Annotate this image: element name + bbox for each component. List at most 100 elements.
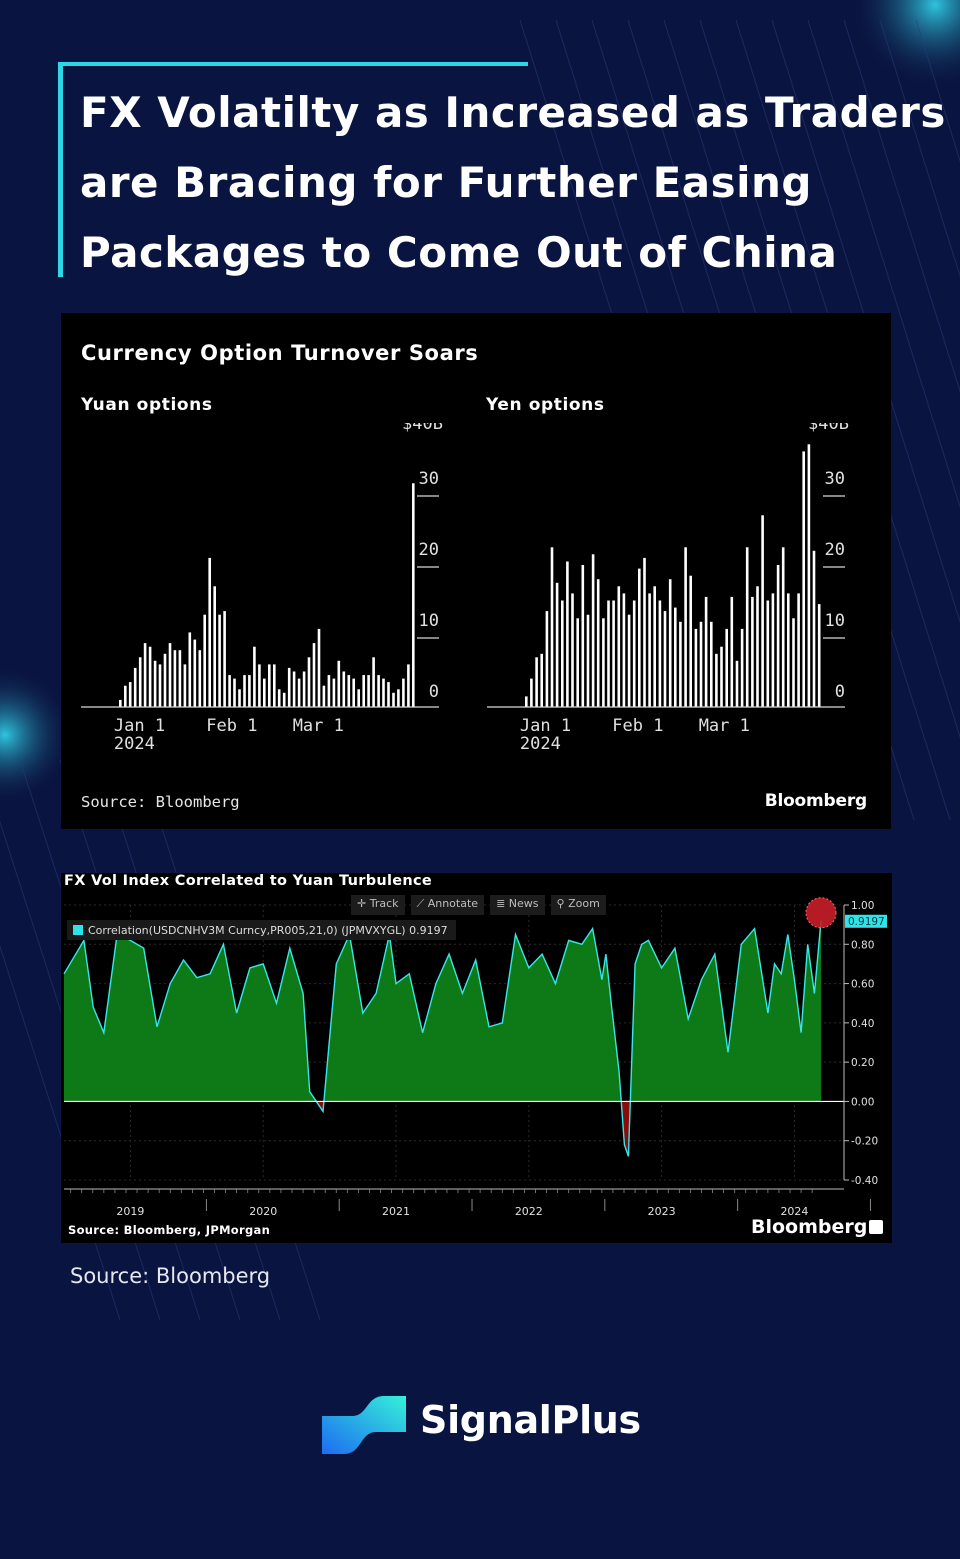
- yen-bar: [807, 444, 811, 707]
- yen-ytick-label: $40B: [808, 423, 849, 434]
- corr-xtick-label: 2019: [116, 1205, 144, 1215]
- yen-bar: [612, 600, 615, 707]
- yen-bar: [720, 646, 723, 707]
- yuan-bar: [228, 675, 231, 707]
- corr-xtick-label: 2023: [648, 1205, 676, 1215]
- yuan-bar: [277, 689, 281, 708]
- legend-label: Correlation(USDCNHV3M Curncy,PR005,21,0)…: [88, 923, 448, 937]
- yen-bar: [571, 593, 574, 707]
- yuan-bar: [297, 678, 301, 707]
- yen-bar: [648, 593, 651, 707]
- yuan-bar: [282, 692, 286, 707]
- yuan-xtick-label: Feb 1: [206, 716, 257, 736]
- corr-xtick-label: 2022: [515, 1205, 543, 1215]
- chart-title: Currency Option Turnover Soars: [81, 341, 479, 365]
- yuan-xtick-year: 2024: [114, 734, 155, 754]
- yen-bar: [627, 614, 631, 707]
- annotate-label: Annotate: [427, 897, 479, 910]
- yuan-bar: [352, 678, 355, 707]
- headline-line-1: FX Volatilty as Increased as Traders: [80, 88, 946, 137]
- yen-bar: [643, 557, 646, 707]
- yen-bar: [561, 600, 564, 707]
- yen-ytick-label: 20: [825, 540, 845, 560]
- yuan-ytick-label: 0: [429, 682, 439, 702]
- yuan-bar: [392, 692, 395, 707]
- zoom-button[interactable]: ⚲ Zoom: [550, 895, 606, 915]
- yuan-bar: [317, 628, 321, 707]
- yuan-xtick-label: Jan 1: [114, 716, 165, 736]
- yuan-bar: [143, 643, 147, 707]
- signalplus-logo-icon: [322, 1396, 406, 1454]
- title-accent-border: [58, 62, 63, 277]
- yuan-bar: [327, 675, 331, 707]
- yuan-bar: [342, 671, 346, 707]
- glow-top-right: [850, 0, 960, 90]
- news-button[interactable]: ≣ News: [490, 895, 545, 915]
- yuan-bar: [312, 643, 316, 707]
- yuan-bar: [128, 682, 132, 707]
- yuan-bar: [188, 632, 192, 707]
- yen-bar: [591, 554, 595, 707]
- last-value-highlight: [806, 897, 836, 928]
- yen-bar: [725, 628, 728, 707]
- yen-bar: [781, 547, 785, 708]
- yen-bar: [581, 565, 585, 707]
- yuan-bar: [223, 611, 226, 707]
- yen-bar: [710, 621, 713, 707]
- yen-bar: [802, 451, 805, 707]
- footer-source: Source: Bloomberg: [70, 1264, 271, 1288]
- yen-ytick-label: 0: [835, 682, 845, 702]
- news-label: News: [508, 897, 539, 910]
- yuan-bar: [357, 689, 360, 708]
- headline-line-3: Packages to Come Out of China: [80, 228, 838, 277]
- yen-bar: [638, 568, 641, 707]
- yuan-bar: [302, 671, 306, 707]
- yen-bar: [745, 547, 749, 708]
- yuan-bar: [193, 639, 197, 707]
- corr-xtick-label: 2021: [382, 1205, 410, 1215]
- yen-bar: [689, 575, 692, 707]
- yuan-bar: [332, 678, 336, 707]
- yuan-bar: [402, 678, 405, 707]
- yen-bar: [751, 596, 754, 707]
- yen-bar: [586, 614, 590, 707]
- last-value-highlight-ring: [805, 897, 837, 929]
- yuan-bar: [213, 586, 216, 707]
- yuan-bar: [377, 675, 380, 707]
- yen-bar: [787, 593, 790, 707]
- yen-bar: [740, 628, 744, 707]
- yuan-bar: [253, 646, 256, 707]
- yuan-bar: [407, 664, 410, 707]
- correlation-source: Source: Bloomberg, JPMorgan: [68, 1223, 271, 1237]
- annotate-button[interactable]: ⟋ Annotate: [410, 895, 485, 915]
- yen-bar: [699, 621, 703, 707]
- chart-toolbar: ✛ Track ⟋ Annotate ≣ News ⚲ Zoom: [351, 895, 606, 915]
- yen-bar: [715, 653, 718, 708]
- last-value-tag: [845, 914, 887, 928]
- corr-ytick-label: 1.00: [851, 900, 874, 912]
- track-button[interactable]: ✛ Track: [351, 895, 405, 915]
- signalplus-logo-text: SignalPlus: [420, 1398, 641, 1442]
- yuan-bar: [238, 689, 241, 708]
- yen-bar: [555, 582, 559, 708]
- yen-bar: [684, 547, 687, 708]
- yen-bar: [674, 607, 677, 707]
- yen-xtick-label: Feb 1: [612, 716, 663, 736]
- yen-bar: [658, 600, 662, 707]
- bg-diagonal-line: [807, 19, 960, 509]
- corr-ytick-label: 0.40: [851, 1018, 874, 1030]
- yuan-ytick-label: 20: [419, 540, 439, 560]
- series-legend: Correlation(USDCNHV3M Curncy,PR005,21,0)…: [67, 920, 456, 940]
- yen-xtick-label: Mar 1: [699, 716, 750, 736]
- yen-ytick-label: 30: [825, 469, 845, 489]
- yuan-ytick-label: $40B: [402, 423, 443, 434]
- yuan-bar: [178, 650, 182, 707]
- yen-bar: [812, 550, 816, 707]
- yen-bar: [622, 593, 626, 707]
- yuan-bar: [158, 664, 162, 707]
- yuan-bar: [203, 614, 206, 707]
- chart-source: Source: Bloomberg: [81, 793, 240, 811]
- corr-xtick-label: 2020: [249, 1205, 277, 1215]
- legend-swatch: [73, 925, 83, 935]
- yen-bar: [771, 593, 775, 707]
